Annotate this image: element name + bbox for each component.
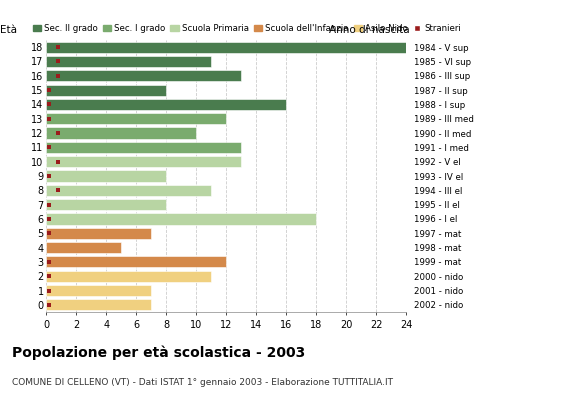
Bar	[46, 213, 316, 224]
Bar	[46, 113, 226, 124]
Bar	[46, 142, 241, 153]
Bar	[46, 99, 286, 110]
Bar	[46, 70, 241, 81]
Text: COMUNE DI CELLENO (VT) - Dati ISTAT 1° gennaio 2003 - Elaborazione TUTTITALIA.IT: COMUNE DI CELLENO (VT) - Dati ISTAT 1° g…	[12, 378, 393, 387]
Bar	[46, 256, 226, 268]
Bar	[46, 299, 151, 310]
Bar	[46, 242, 121, 253]
Text: Popolazione per età scolastica - 2003: Popolazione per età scolastica - 2003	[12, 346, 305, 360]
Bar	[46, 228, 151, 239]
Bar	[46, 285, 151, 296]
Text: Età: Età	[0, 24, 17, 34]
Bar	[46, 56, 211, 67]
Bar	[46, 170, 166, 182]
Bar	[46, 42, 406, 53]
Bar	[46, 156, 241, 167]
Text: Anno di nascita: Anno di nascita	[329, 24, 409, 34]
Bar	[46, 128, 196, 139]
Bar	[46, 199, 166, 210]
Bar	[46, 84, 166, 96]
Legend: Sec. II grado, Sec. I grado, Scuola Primaria, Scuola dell'Infanzia, Asilo Nido, : Sec. II grado, Sec. I grado, Scuola Prim…	[32, 24, 461, 33]
Bar	[46, 271, 211, 282]
Bar	[46, 185, 211, 196]
